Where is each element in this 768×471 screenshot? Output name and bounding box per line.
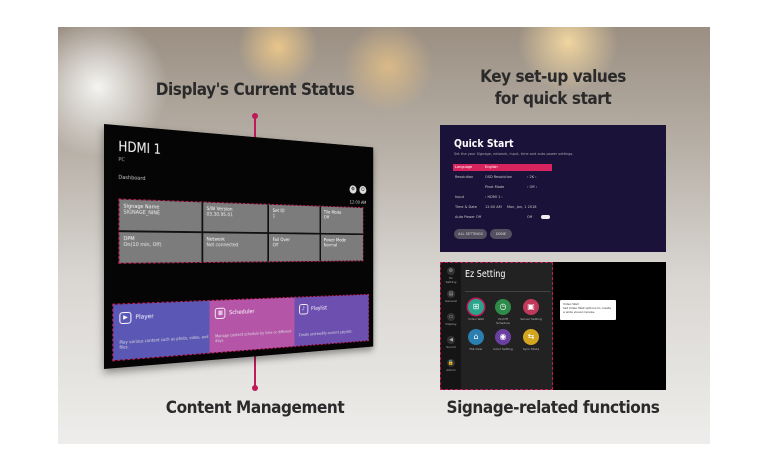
ez-setting-title: Ez Setting	[465, 269, 506, 280]
app-video-wall[interactable]: ⊞ Video Wall	[465, 299, 487, 321]
app-fail-over[interactable]: ⌂ Fail Over	[465, 329, 487, 351]
row-resolution[interactable]: Resolution OSD Resolution ‹ 2K ›	[455, 175, 537, 179]
player-icon: ▶	[119, 311, 132, 325]
sidebar-item-ez-setting[interactable]: ⚙ Ez Setting	[445, 267, 457, 284]
card-playlist[interactable]: ♪ Playlist Create and modify content playl…	[294, 294, 369, 347]
app-sync-mode[interactable]: ⇆ Sync Mode	[520, 329, 542, 351]
input-sub: PC	[118, 156, 125, 164]
card-scheduler[interactable]: ▦ Scheduler Manage content schedule by tim…	[209, 297, 295, 353]
content-cards: ▶ Player Play various content such as phot…	[112, 293, 370, 362]
dashboard-display: HDMI 1 PC Dashboard ⚙ ⏻ 12:00 AM Signage…	[104, 124, 404, 374]
auto-power-toggle[interactable]	[541, 215, 550, 219]
app-color-setting[interactable]: ◉ Color Setting	[492, 329, 514, 351]
clock: 12:00 AM	[349, 200, 367, 206]
tile-dpm[interactable]: DPM On(10 min, Off)	[119, 232, 202, 263]
app-on-off-schedule[interactable]: ◷ On/Off Schedule	[492, 299, 514, 325]
tile-signage-name[interactable]: Signage Name SIGNAGE_NINE	[119, 199, 202, 232]
quick-start-subtitle: Set the your Signage, network, input, ti…	[454, 152, 574, 156]
tile-network[interactable]: Network Not connected	[202, 233, 268, 263]
heading-signage-functions: Signage-related functions	[446, 398, 660, 418]
quick-start-screen: Quick Start Set the your Signage, networ…	[440, 125, 666, 252]
card-player[interactable]: ▶ Player Play various content such as phot…	[113, 300, 210, 361]
sidebar-item-sound[interactable]: ◀ Sound	[446, 336, 456, 349]
heading-content-management: Content Management	[165, 398, 345, 418]
app-server-setting[interactable]: ▣ Server Setting	[520, 299, 542, 321]
ez-setting-screen: ⚙ Ez Setting ▤ General ▭ Display ◀ Sound 🔒 Ad…	[440, 262, 666, 390]
info-popup: Video Wall Set Video Wall options to crea…	[560, 300, 616, 320]
connector-dot	[252, 385, 258, 391]
tile-sw-version[interactable]: S/W Version 03.30.95.01	[202, 202, 268, 233]
sidebar-item-display[interactable]: ▭ Display	[445, 313, 457, 326]
ez-sidebar: ⚙ Ez Setting ▤ General ▭ Display ◀ Sound 🔒 Ad…	[441, 263, 461, 389]
heading-display-status: Display's Current Status	[155, 80, 355, 100]
row-time-date[interactable]: Time & Date 12:00 AM Mon, Jan, 1 2018	[455, 205, 537, 209]
calendar-icon: ▦	[215, 307, 226, 320]
row-pivot-mode[interactable]: Pivot Mode ‹ Off ›	[485, 185, 538, 189]
tile-tile-mode[interactable]: Tile Mode Off	[320, 206, 363, 234]
input-name: HDMI 1	[118, 139, 161, 158]
quick-start-title: Quick Start	[454, 137, 514, 150]
all-settings-button[interactable]: ALL SETTINGS	[454, 229, 487, 239]
heading-setup-line1: Key set-up values	[480, 67, 626, 87]
done-button[interactable]: DONE	[490, 229, 512, 239]
tile-set-id[interactable]: Set ID 1	[269, 204, 320, 233]
playlist-icon: ♪	[298, 303, 308, 315]
power-icon[interactable]: ⏻	[359, 185, 367, 195]
sidebar-item-general[interactable]: ▤ General	[445, 290, 457, 303]
sidebar-item-admin[interactable]: 🔒 Admin	[446, 359, 456, 372]
row-auto-power-off[interactable]: Auto Power Off Off	[453, 214, 552, 221]
connector-line	[254, 356, 256, 388]
status-tiles: Signage Name SIGNAGE_NINE S/W Version 03.3…	[118, 198, 364, 264]
divider	[465, 291, 550, 292]
settings-icon[interactable]: ⚙	[349, 185, 357, 194]
dashboard-label: Dashboard	[118, 174, 146, 182]
tile-fail-over[interactable]: Fail Over Off	[269, 233, 320, 262]
tile-power-mode[interactable]: Power Mode Normal	[320, 234, 363, 261]
heading-setup-line2: for quick start	[494, 89, 612, 109]
row-input[interactable]: Input ‹ HDMI 1 ›	[455, 195, 503, 199]
row-language[interactable]: Language English	[453, 164, 552, 171]
